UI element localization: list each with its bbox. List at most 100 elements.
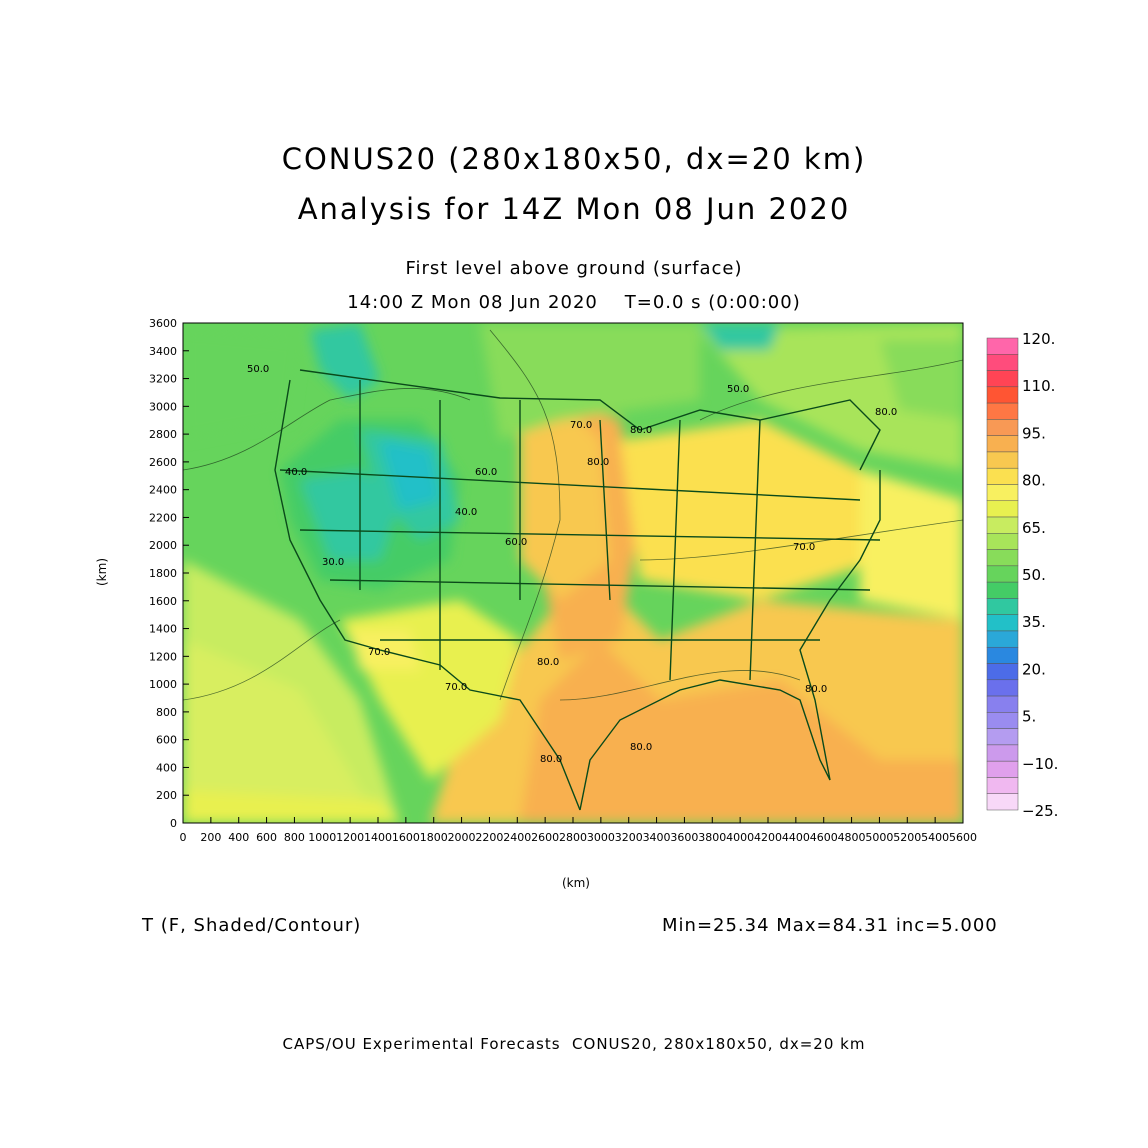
colorbar-swatch [986,337,1019,355]
y-tick-label: 200 [156,789,177,802]
field-stats: Min=25.34 Max=84.31 inc=5.000 [662,915,998,936]
y-tick-label: 2800 [149,428,177,441]
x-tick-label: 4400 [782,831,810,844]
x-tick-label: 4000 [726,831,754,844]
x-tick-label: 5200 [893,831,921,844]
contour-label: 40.0 [285,467,307,478]
x-tick-label: 3000 [587,831,615,844]
y-tick-label: 2200 [149,511,177,524]
colorbar-swatch [986,663,1019,681]
boundaries-and-contours [274,369,881,811]
x-tick-label: 3800 [698,831,726,844]
figure-title-line2: Analysis for 14Z Mon 08 Jun 2020 [297,192,851,226]
colorbar-swatch [986,581,1019,599]
x-tick-label: 2400 [503,831,531,844]
contour-label: 80.0 [587,457,609,468]
east-coast [799,470,881,781]
y-tick-label: 1600 [149,595,177,608]
colorbar-swatch [986,451,1019,469]
colorbar-swatch [986,565,1019,583]
colorbar-label: 110. [1022,377,1055,395]
y-tick-label: 0 [170,817,177,830]
x-tick-label: 5400 [921,831,949,844]
state-lines-horizontal [279,469,881,641]
contour-label: 50.0 [247,364,269,375]
x-tick-label: 1400 [364,831,392,844]
x-tick-label: 2200 [475,831,503,844]
colorbar-swatch [986,533,1019,550]
x-tick-label: 4800 [838,831,866,844]
temperature-contours [183,329,963,701]
variable-label: T (F, Shaded/Contour) [142,915,362,936]
y-tick-label: 400 [156,761,177,774]
contour-label: 70.0 [570,420,592,431]
colorbar-label: 50. [1022,566,1046,584]
colorbar-swatch [986,712,1019,729]
x-tick-label: 0 [180,831,187,844]
y-axis-label: (km) [95,558,109,586]
x-tick-label: 5000 [865,831,893,844]
colorbar-swatch [986,679,1019,697]
colorbar-swatch [986,386,1019,404]
colorbar-label: 95. [1022,424,1046,442]
colorbar-label: 120. [1022,330,1055,348]
y-tick-label: 1400 [149,623,177,636]
colorbar-label: 35. [1022,613,1046,631]
contour-label: 50.0 [727,384,749,395]
colorbar-label: 80. [1022,472,1046,490]
west-coast-and-mexico-border [274,379,581,811]
contour-label: 80.0 [805,684,827,695]
colorbar-swatch [986,793,1019,811]
x-tick-label: 2000 [448,831,476,844]
x-tick-label: 2800 [559,831,587,844]
colorbar-swatch [986,695,1019,713]
contour-label: 60.0 [475,467,497,478]
colorbar-swatch [986,598,1019,615]
contour-label: 40.0 [455,507,477,518]
contour-label: 30.0 [322,557,344,568]
colorbar-swatch [986,467,1019,485]
colorbar-swatch [986,484,1019,502]
colorbar-swatch [986,354,1019,371]
x-tick-label: 1200 [336,831,364,844]
y-tick-label: 2400 [149,484,177,497]
y-tick-label: 800 [156,706,177,719]
colorbar-swatch [986,402,1019,420]
y-tick-label: 600 [156,734,177,747]
colorbar-swatch [986,728,1019,746]
contour-label: 80.0 [540,754,562,765]
y-tick-label: 1000 [149,678,177,691]
contour-label: 80.0 [630,425,652,436]
colorbar-swatch [986,500,1019,518]
x-tick-label: 5600 [949,831,977,844]
y-tick-label: 2600 [149,456,177,469]
y-tick-label: 3400 [149,345,177,358]
y-tick-label: 1800 [149,567,177,580]
x-tick-label: 1600 [392,831,420,844]
x-tick-label: 400 [228,831,249,844]
colorbar-swatch [986,777,1019,794]
colorbar-swatch [986,370,1019,388]
gulf-coast [579,679,831,811]
x-tick-label: 600 [256,831,277,844]
colorbar-swatch [986,744,1019,762]
contour-labels: 50.0 50.0 80.0 70.0 80.0 70.0 60.0 40.0 … [247,364,897,765]
colorbar-label: 5. [1022,708,1036,726]
colorbar-label: 20. [1022,660,1046,678]
colorbar-swatch [986,614,1019,632]
colorbar-swatch [986,516,1019,534]
colorbar [986,337,1019,811]
x-tick-label: 3600 [670,831,698,844]
contour-label: 80.0 [875,407,897,418]
colorbar-label: 65. [1022,519,1046,537]
x-tick-label: 3200 [615,831,643,844]
contour-label: 70.0 [445,682,467,693]
y-tick-label: 3200 [149,373,177,386]
y-tick-label: 1200 [149,650,177,663]
colorbar-swatch [986,419,1019,436]
level-subtitle: First level above ground (surface) [405,258,743,279]
state-lines-vertical [359,380,761,681]
x-tick-label: 4200 [754,831,782,844]
y-tick-label: 3600 [149,317,177,330]
